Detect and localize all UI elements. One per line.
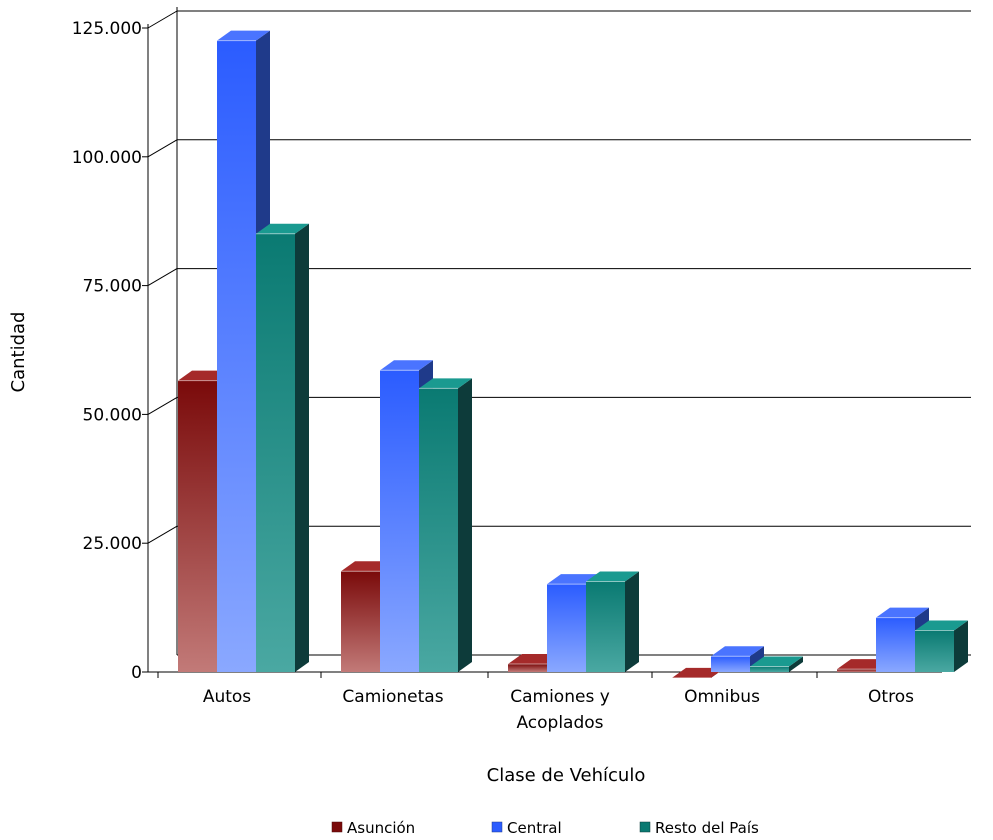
bar-top bbox=[915, 620, 968, 631]
bar-front bbox=[380, 370, 419, 672]
y-tick-label: 25.000 bbox=[83, 534, 142, 554]
gridline-diagonal bbox=[147, 10, 178, 29]
legend-label: Resto del País bbox=[655, 819, 759, 837]
bar-front bbox=[750, 666, 789, 672]
y-tick-label: 100.000 bbox=[72, 148, 142, 168]
bar-top bbox=[586, 571, 639, 582]
bar-top bbox=[711, 646, 764, 657]
gridline-diagonal bbox=[147, 268, 178, 287]
y-axis-ticks: 0 25.000 50.000 75.000 100.000 125.000 bbox=[72, 19, 148, 683]
y-tick-label: 50.000 bbox=[83, 405, 142, 425]
bar-top bbox=[419, 378, 472, 389]
legend-label: Asunción bbox=[347, 819, 415, 837]
bar-resto-del-pais-autos bbox=[256, 223, 309, 672]
bar-top bbox=[256, 223, 309, 234]
legend-swatch bbox=[331, 821, 343, 833]
bar-side bbox=[625, 571, 639, 672]
bar-front bbox=[915, 630, 954, 672]
legend: Asunción Central Resto del País bbox=[331, 819, 759, 837]
x-tick-label: Autos bbox=[203, 687, 251, 707]
bar-front bbox=[547, 584, 586, 672]
bar-top bbox=[876, 607, 929, 618]
bar-front bbox=[586, 581, 625, 672]
legend-label: Central bbox=[507, 819, 562, 837]
legend-item-resto-del-pais: Resto del País bbox=[639, 819, 759, 837]
gridline-diagonal bbox=[147, 396, 178, 415]
x-axis-ticks: Autos Camionetas Camiones y Acoplados Omnibu… bbox=[157, 672, 914, 733]
bar-front bbox=[419, 388, 458, 672]
bar-front bbox=[178, 380, 217, 672]
bar-front bbox=[341, 571, 380, 672]
bar-side bbox=[789, 656, 803, 672]
x-tick-label: Camionetas bbox=[342, 687, 443, 707]
gridline-diagonal bbox=[147, 525, 178, 544]
y-tick-label: 125.000 bbox=[72, 19, 142, 39]
bar-side bbox=[295, 223, 309, 672]
bar-front bbox=[217, 40, 256, 673]
y-tick-label: 75.000 bbox=[83, 277, 142, 297]
bar-front bbox=[256, 233, 295, 672]
legend-item-central: Central bbox=[491, 819, 562, 837]
legend-item-asuncion: Asunción bbox=[331, 819, 415, 837]
bar-front bbox=[508, 663, 547, 672]
bar-resto-del-pais-camiones-y-acoplados bbox=[586, 571, 639, 672]
bar-top bbox=[380, 360, 433, 371]
x-axis-title: Clase de Vehículo bbox=[487, 765, 646, 786]
bar-front bbox=[837, 669, 876, 672]
bar-side bbox=[458, 378, 472, 672]
x-tick-label: Omnibus bbox=[684, 687, 760, 707]
bar-resto-del-pais-otros bbox=[915, 620, 968, 672]
bar-front bbox=[711, 656, 750, 672]
y-axis-title: Cantidad bbox=[8, 312, 29, 393]
bar-resto-del-pais-omnibus bbox=[750, 656, 803, 672]
x-tick-label: Otros bbox=[868, 687, 914, 707]
gridline-diagonal bbox=[147, 139, 178, 158]
bar-side bbox=[954, 620, 968, 672]
bar-front bbox=[876, 617, 915, 672]
bars bbox=[178, 30, 968, 679]
y-tick-label: 0 bbox=[131, 663, 142, 683]
bar-resto-del-pais-camionetas bbox=[419, 378, 472, 672]
bar-top bbox=[217, 30, 270, 41]
legend-swatch bbox=[639, 821, 651, 833]
x-tick-label: Camiones y Acoplados bbox=[510, 687, 610, 733]
legend-swatch bbox=[491, 821, 503, 833]
bar-top bbox=[750, 656, 803, 667]
